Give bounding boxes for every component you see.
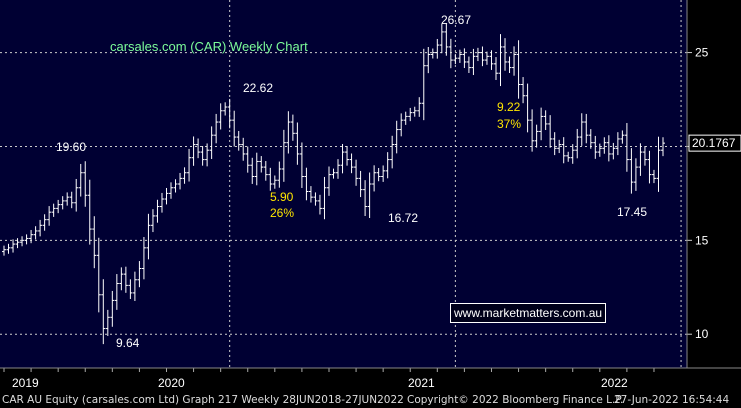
annotation-drop-value: 5.90 xyxy=(270,190,294,204)
footer-copyright: Copyright© 2022 Bloomberg Finance L.P. xyxy=(407,394,624,406)
last-price-label: 20.1767 xyxy=(692,136,736,150)
x-tick-label: 2022 xyxy=(601,376,628,390)
y-tick-label: 25 xyxy=(695,46,709,60)
annotation-drop-pct: 26% xyxy=(270,206,295,220)
x-axis: 2019 2020 2021 2022 xyxy=(3,368,655,390)
annotation-high-2019: 19.60 xyxy=(56,140,87,154)
y-tick-label: 15 xyxy=(695,233,709,247)
x-tick-label: 2021 xyxy=(408,376,435,390)
annotation-low-2022: 17.45 xyxy=(617,205,648,219)
last-price-box xyxy=(688,134,741,152)
footer-timestamp: 27-Jun-2022 16:54:44 xyxy=(614,394,730,406)
footer-bar: CAR AU Equity (carsales.com Ltd) Graph 2… xyxy=(0,392,741,408)
footer-security: CAR AU Equity (carsales.com Ltd) Graph 2… xyxy=(2,394,404,406)
x-tick-label: 2019 xyxy=(12,376,39,390)
y-axis: 1015202520.1767 xyxy=(687,46,741,341)
price-bars xyxy=(2,23,665,345)
annotation-low-2020b: 16.72 xyxy=(388,211,419,225)
annotation-high-2021: 26.67 xyxy=(441,13,472,27)
right-axis-panel xyxy=(687,0,741,368)
x-tick-label: 2020 xyxy=(158,376,185,390)
annotation-high-2020: 22.62 xyxy=(243,81,274,95)
watermark-link[interactable]: www.marketmatters.com.au xyxy=(450,303,607,323)
chart-title: carsales.com (CAR) Weekly Chart xyxy=(110,39,308,54)
annotation-low-2020: 9.64 xyxy=(116,336,140,350)
annotation-fall-value: 9.22 xyxy=(497,100,521,114)
bottom-axis-panel xyxy=(0,368,741,392)
annotation-fall-pct: 37% xyxy=(497,117,522,131)
y-tick-label: 10 xyxy=(695,327,709,341)
